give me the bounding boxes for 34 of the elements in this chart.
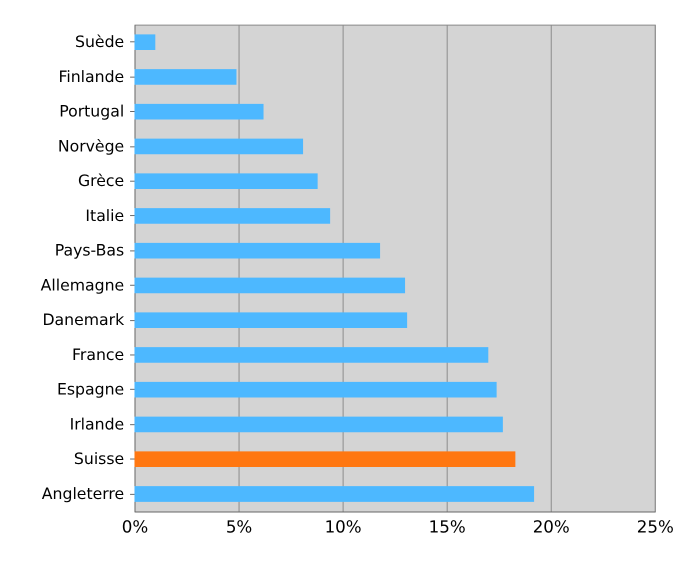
bar [134,486,534,502]
bar [134,138,304,154]
bar [134,312,408,328]
y-tick-label: Grèce [78,171,124,190]
bar [134,451,516,468]
x-tick-label: 15% [428,518,466,537]
y-tick-label: Suède [75,32,124,52]
bar [134,69,236,85]
bar [134,208,330,224]
y-tick-label: Finlande [58,66,124,86]
y-tick-label: Angleterre [42,484,124,503]
y-tick-label: Irlande [70,414,124,434]
bar [134,416,503,432]
bar [134,347,488,363]
x-tick-label: 10% [324,518,362,537]
bar [134,242,380,259]
y-tick-label: Espagne [56,380,124,399]
bar [134,104,264,120]
y-tick-label: Allemagne [40,275,124,294]
bar [134,173,318,190]
x-tick-label: 25% [636,518,674,537]
y-tick-label: Pays-Bas [54,240,124,260]
bar [134,382,497,398]
y-tick-label: France [72,344,124,364]
x-tick-label: 20% [532,518,570,537]
y-tick-label: Norvège [58,136,124,156]
bar [134,278,406,294]
bar [134,34,156,50]
y-tick-label: Portugal [59,102,124,121]
y-tick-label: Danemark [42,310,126,330]
y-tick-label: Italie [85,206,124,225]
x-tick-label: 5% [226,518,252,537]
y-tick-label: Suisse [74,449,124,468]
x-tick-label: 0% [122,518,148,537]
